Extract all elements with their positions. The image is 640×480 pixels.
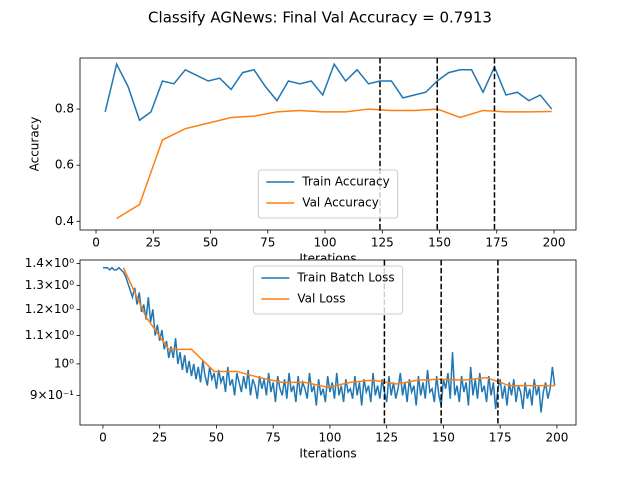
axes-frame [79, 57, 577, 231]
line-series [122, 267, 555, 388]
x-tick-label: 200 [543, 236, 566, 250]
legend-label: Train Batch Loss [296, 271, 394, 285]
legend-label: Train Accuracy [301, 175, 389, 189]
y-tick-label: 10⁰ [54, 356, 74, 370]
x-axis-label: Iterations [299, 447, 356, 461]
x-tick-label: 25 [146, 236, 161, 250]
x-tick-label: 175 [485, 236, 508, 250]
legend: Train Batch Loss Val Loss [252, 265, 404, 315]
x-tick-label: 0 [99, 431, 107, 445]
x-tick-label: 175 [489, 431, 512, 445]
line-series [116, 108, 552, 220]
x-tick-label: 50 [203, 236, 218, 250]
x-tick-label: 200 [545, 431, 568, 445]
x-tick-label: 100 [314, 236, 337, 250]
y-tick-label: 1.4×10⁰ [25, 256, 74, 270]
y-tick-label: 0.8 [55, 102, 74, 116]
y-tick-label: 1.1×10⁰ [25, 328, 74, 342]
y-tick-label: 1.3×10⁰ [25, 278, 74, 292]
x-tick-label: 150 [428, 236, 451, 250]
line-series [102, 266, 556, 413]
y-tick-label: 0.4 [55, 214, 74, 228]
axes-frame [79, 259, 577, 426]
legend-label: Val Accuracy [302, 196, 379, 210]
x-tick-label: 125 [371, 236, 394, 250]
legend-label: Val Loss [297, 292, 345, 306]
x-tick-label: 125 [375, 431, 398, 445]
line-series [104, 62, 553, 122]
legend-box [252, 265, 404, 315]
figure-title: Classify AGNews: Final Val Accuracy = 0.… [148, 9, 492, 27]
y-tick-label: 0.6 [55, 158, 74, 172]
x-tick-label: 150 [432, 431, 455, 445]
y-tick-label: 9×10⁻¹ [30, 388, 74, 402]
x-tick-label: 75 [266, 431, 281, 445]
x-tick-label: 0 [92, 236, 100, 250]
y-axis-label: Accuracy [28, 117, 42, 172]
legend: Train Accuracy Val Accuracy [257, 169, 399, 219]
y-tick-label: 1.2×10⁰ [25, 302, 74, 316]
x-tick-label: 50 [209, 431, 224, 445]
x-tick-label: 25 [152, 431, 167, 445]
x-tick-label: 75 [260, 236, 275, 250]
x-tick-label: 100 [318, 431, 341, 445]
